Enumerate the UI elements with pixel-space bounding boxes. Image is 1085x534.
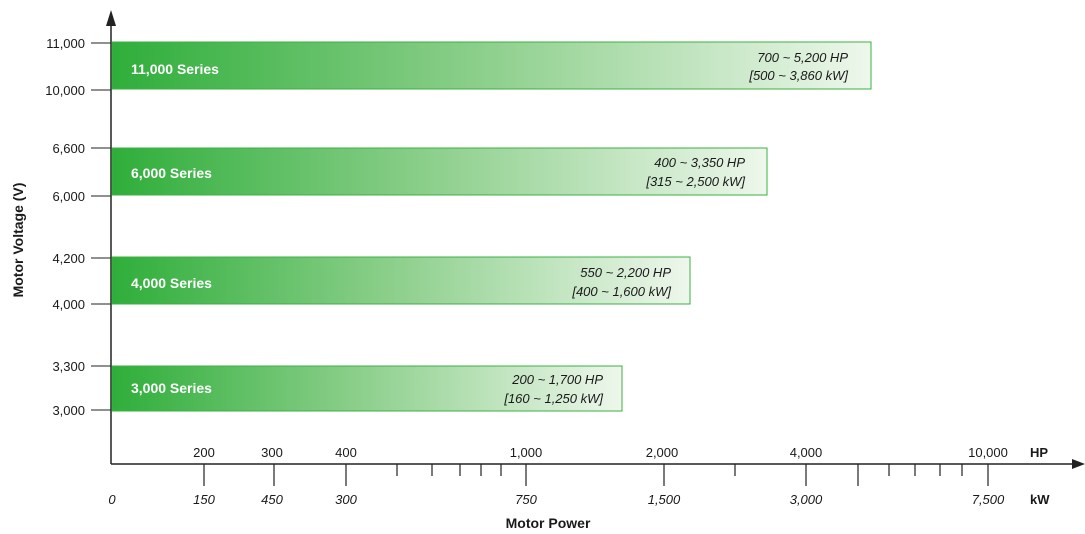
y-tick-label: 4,000	[52, 297, 85, 312]
kw-range: [160 ~ 1,250 kW]	[503, 391, 603, 406]
hp-tick-label: 4,000	[790, 445, 823, 460]
y-tick-label: 3,300	[52, 359, 85, 374]
x-axis-label: Motor Power	[506, 515, 591, 531]
y-axis-label: Motor Voltage (V)	[10, 183, 26, 298]
kw-range: [315 ~ 2,500 kW]	[645, 174, 745, 189]
kw-range: [400 ~ 1,600 kW]	[571, 284, 671, 299]
hp-unit-label: HP	[1030, 445, 1048, 460]
y-tick-label: 6,000	[52, 189, 85, 204]
bar	[111, 41, 872, 90]
y-ticks: 11,000 10,000 6,600 6,000 4,200 4,000 3,…	[45, 36, 111, 418]
kw-tick-label: 3,000	[790, 492, 823, 507]
hp-tick-label: 10,000	[968, 445, 1008, 460]
y-tick-label: 6,600	[52, 141, 85, 156]
bar-4000: 4,000 Series 550 ~ 2,200 HP [400 ~ 1,600…	[111, 256, 691, 305]
hp-range: 700 ~ 5,200 HP	[757, 50, 848, 65]
hp-tick-label: 300	[261, 445, 283, 460]
hp-tick-label: 400	[335, 445, 357, 460]
kw-range: [500 ~ 3,860 kW]	[748, 68, 848, 83]
bar	[111, 256, 691, 305]
hp-tick-label: 200	[193, 445, 215, 460]
y-tick-label: 3,000	[52, 403, 85, 418]
hp-tick-label: 2,000	[646, 445, 679, 460]
kw-tick-label: 1,500	[648, 492, 681, 507]
y-axis-arrow	[106, 10, 116, 26]
kw-tick-label: 0	[108, 492, 116, 507]
series-label: 4,000 Series	[131, 275, 212, 291]
bar-11000: 11,000 Series 700 ~ 5,200 HP [500 ~ 3,86…	[111, 41, 872, 90]
y-tick-label: 11,000	[46, 36, 85, 51]
bar	[111, 147, 768, 196]
kw-tick-label: 300	[335, 492, 357, 507]
y-tick-label: 4,200	[52, 251, 85, 266]
series-label: 3,000 Series	[131, 380, 212, 396]
kw-tick-label: 750	[515, 492, 537, 507]
bar	[111, 365, 623, 412]
kw-unit-label: kW	[1030, 492, 1050, 507]
series-label: 11,000 Series	[131, 61, 219, 77]
series-label: 6,000 Series	[131, 165, 212, 181]
kw-tick-labels: 0 150 450 300 750 1,500 3,000 7,500 kW	[108, 492, 1050, 507]
hp-tick-labels: 200 300 400 1,000 2,000 4,000 10,000 HP	[193, 445, 1048, 460]
hp-range: 550 ~ 2,200 HP	[580, 265, 671, 280]
bar-6000: 6,000 Series 400 ~ 3,350 HP [315 ~ 2,500…	[111, 147, 768, 196]
hp-range: 200 ~ 1,700 HP	[511, 372, 603, 387]
x-ticks	[203, 464, 989, 486]
kw-tick-label: 7,500	[972, 492, 1005, 507]
y-tick-label: 10,000	[45, 83, 85, 98]
hp-tick-label: 1,000	[510, 445, 543, 460]
kw-tick-label: 450	[261, 492, 283, 507]
kw-tick-label: 150	[193, 492, 215, 507]
hp-range: 400 ~ 3,350 HP	[654, 155, 745, 170]
bar-3000: 3,000 Series 200 ~ 1,700 HP [160 ~ 1,250…	[111, 365, 623, 412]
x-axis-arrow	[1072, 459, 1085, 469]
